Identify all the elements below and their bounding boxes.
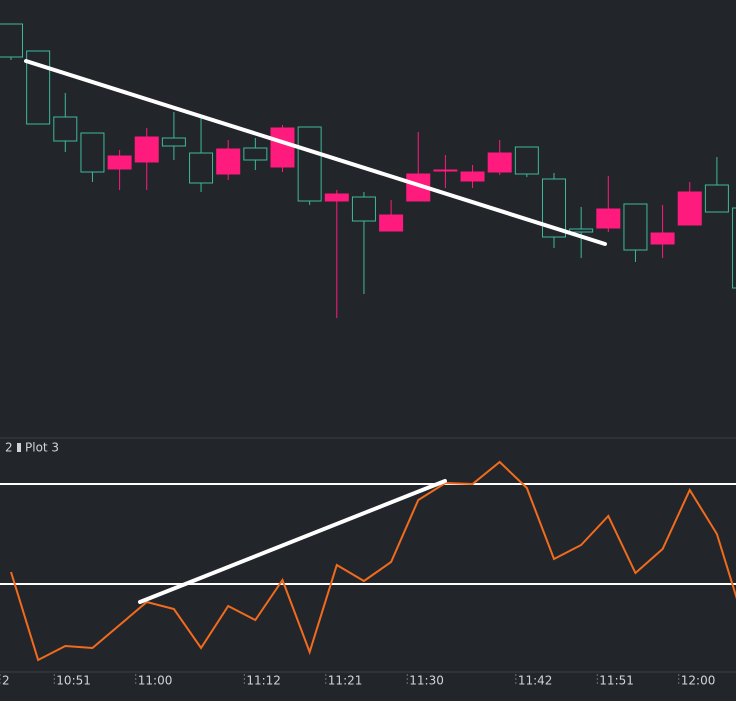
candle-body (487, 152, 512, 173)
x-tick-label: 11:30 (409, 674, 444, 688)
x-tick-label: 11:12 (246, 674, 281, 688)
x-tick-label: 11:21 (328, 674, 363, 688)
candle-body (732, 207, 736, 289)
trend-line (138, 479, 447, 604)
candle-body (189, 152, 214, 184)
candle-body (351, 196, 376, 222)
x-tick-label: 12:00 (681, 674, 716, 688)
candle-body (433, 169, 458, 172)
legend-label: Plot 3 (25, 441, 59, 455)
candle-body (53, 116, 78, 142)
legend-swatch (17, 443, 21, 452)
candle-body (216, 148, 241, 175)
candle-body (704, 184, 729, 213)
oscillator-pane: 2 10:51 11:00 11:12 11:21 11:30 11:42 11:51 12:0… (0, 460, 736, 688)
candle-body (677, 191, 702, 226)
x-tick-label: 2 (2, 674, 10, 688)
candle-body (297, 126, 322, 202)
candle-body (460, 171, 485, 182)
candle-body (324, 193, 349, 202)
x-tick-label: 11:42 (518, 674, 553, 688)
candle-body (80, 132, 105, 173)
candle-body (270, 127, 295, 168)
x-tick-label: 11:51 (599, 674, 634, 688)
oscillator-line (10, 460, 736, 662)
x-tick-label: 11:00 (138, 674, 173, 688)
candle-body (243, 147, 268, 161)
candle-body (0, 23, 23, 58)
candle-pane (0, 23, 736, 318)
legend-prefix: 2 (5, 441, 13, 455)
candle-body (623, 203, 648, 251)
candle-body (134, 136, 159, 163)
candle-body (569, 228, 594, 233)
candle-body (26, 50, 51, 125)
candle-body (650, 232, 675, 245)
candle-body (379, 214, 404, 232)
trend-line (24, 59, 607, 246)
x-tick-label: 10:51 (56, 674, 91, 688)
candle-body (514, 146, 539, 175)
candle-body (542, 178, 566, 238)
candle-body (161, 137, 186, 147)
candle-body (107, 155, 132, 170)
candle-body (596, 208, 621, 229)
